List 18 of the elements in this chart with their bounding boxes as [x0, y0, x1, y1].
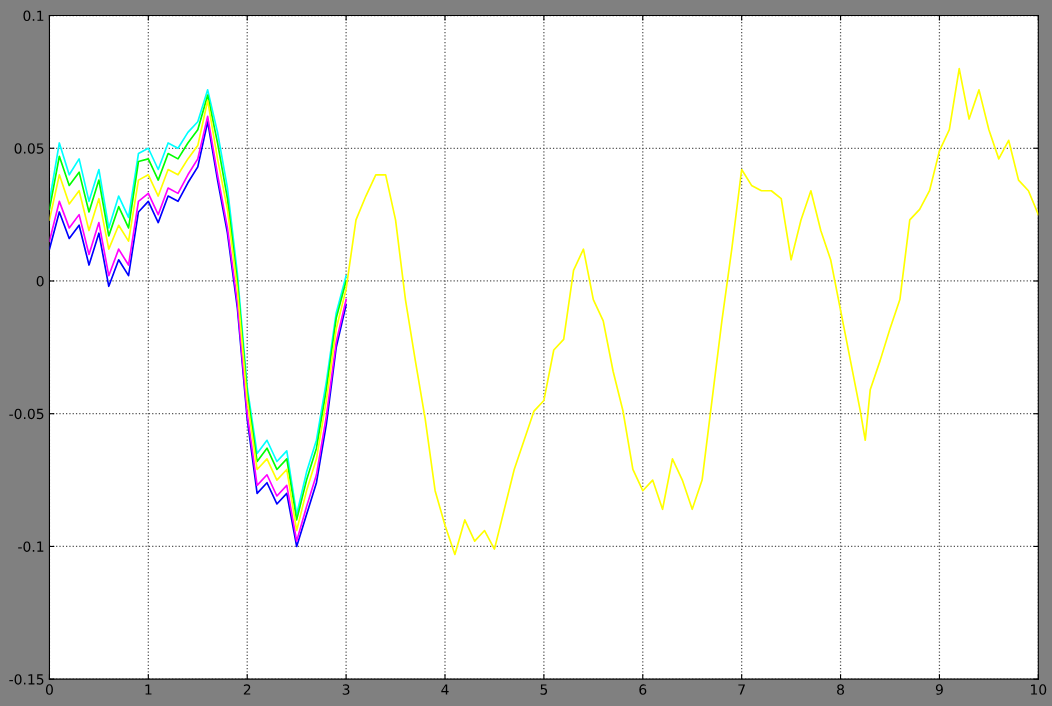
y-tick-label: -0.1	[18, 541, 44, 552]
x-tick-label: 0	[45, 684, 53, 695]
y-tick-label: 0	[36, 275, 44, 287]
x-tick-label: 10	[1031, 684, 1047, 695]
x-tick-label: 1	[145, 684, 152, 695]
x-tick-label: 4	[441, 684, 449, 695]
y-tick-label: -0.15	[9, 674, 44, 685]
y-tick-label: -0.05	[9, 408, 44, 420]
x-tick-label: 3	[342, 684, 350, 695]
y-tick-label: 0.1	[23, 10, 44, 22]
x-tick-label: 7	[738, 684, 745, 695]
x-tick-label: 2	[243, 684, 251, 695]
x-tick-label: 8	[837, 684, 845, 695]
line-series	[49, 67, 1039, 556]
x-tick-label: 6	[639, 684, 647, 695]
x-tick-label: 9	[935, 684, 943, 695]
x-tick-label: 5	[540, 684, 548, 695]
y-tick-label: 0.05	[14, 143, 44, 154]
